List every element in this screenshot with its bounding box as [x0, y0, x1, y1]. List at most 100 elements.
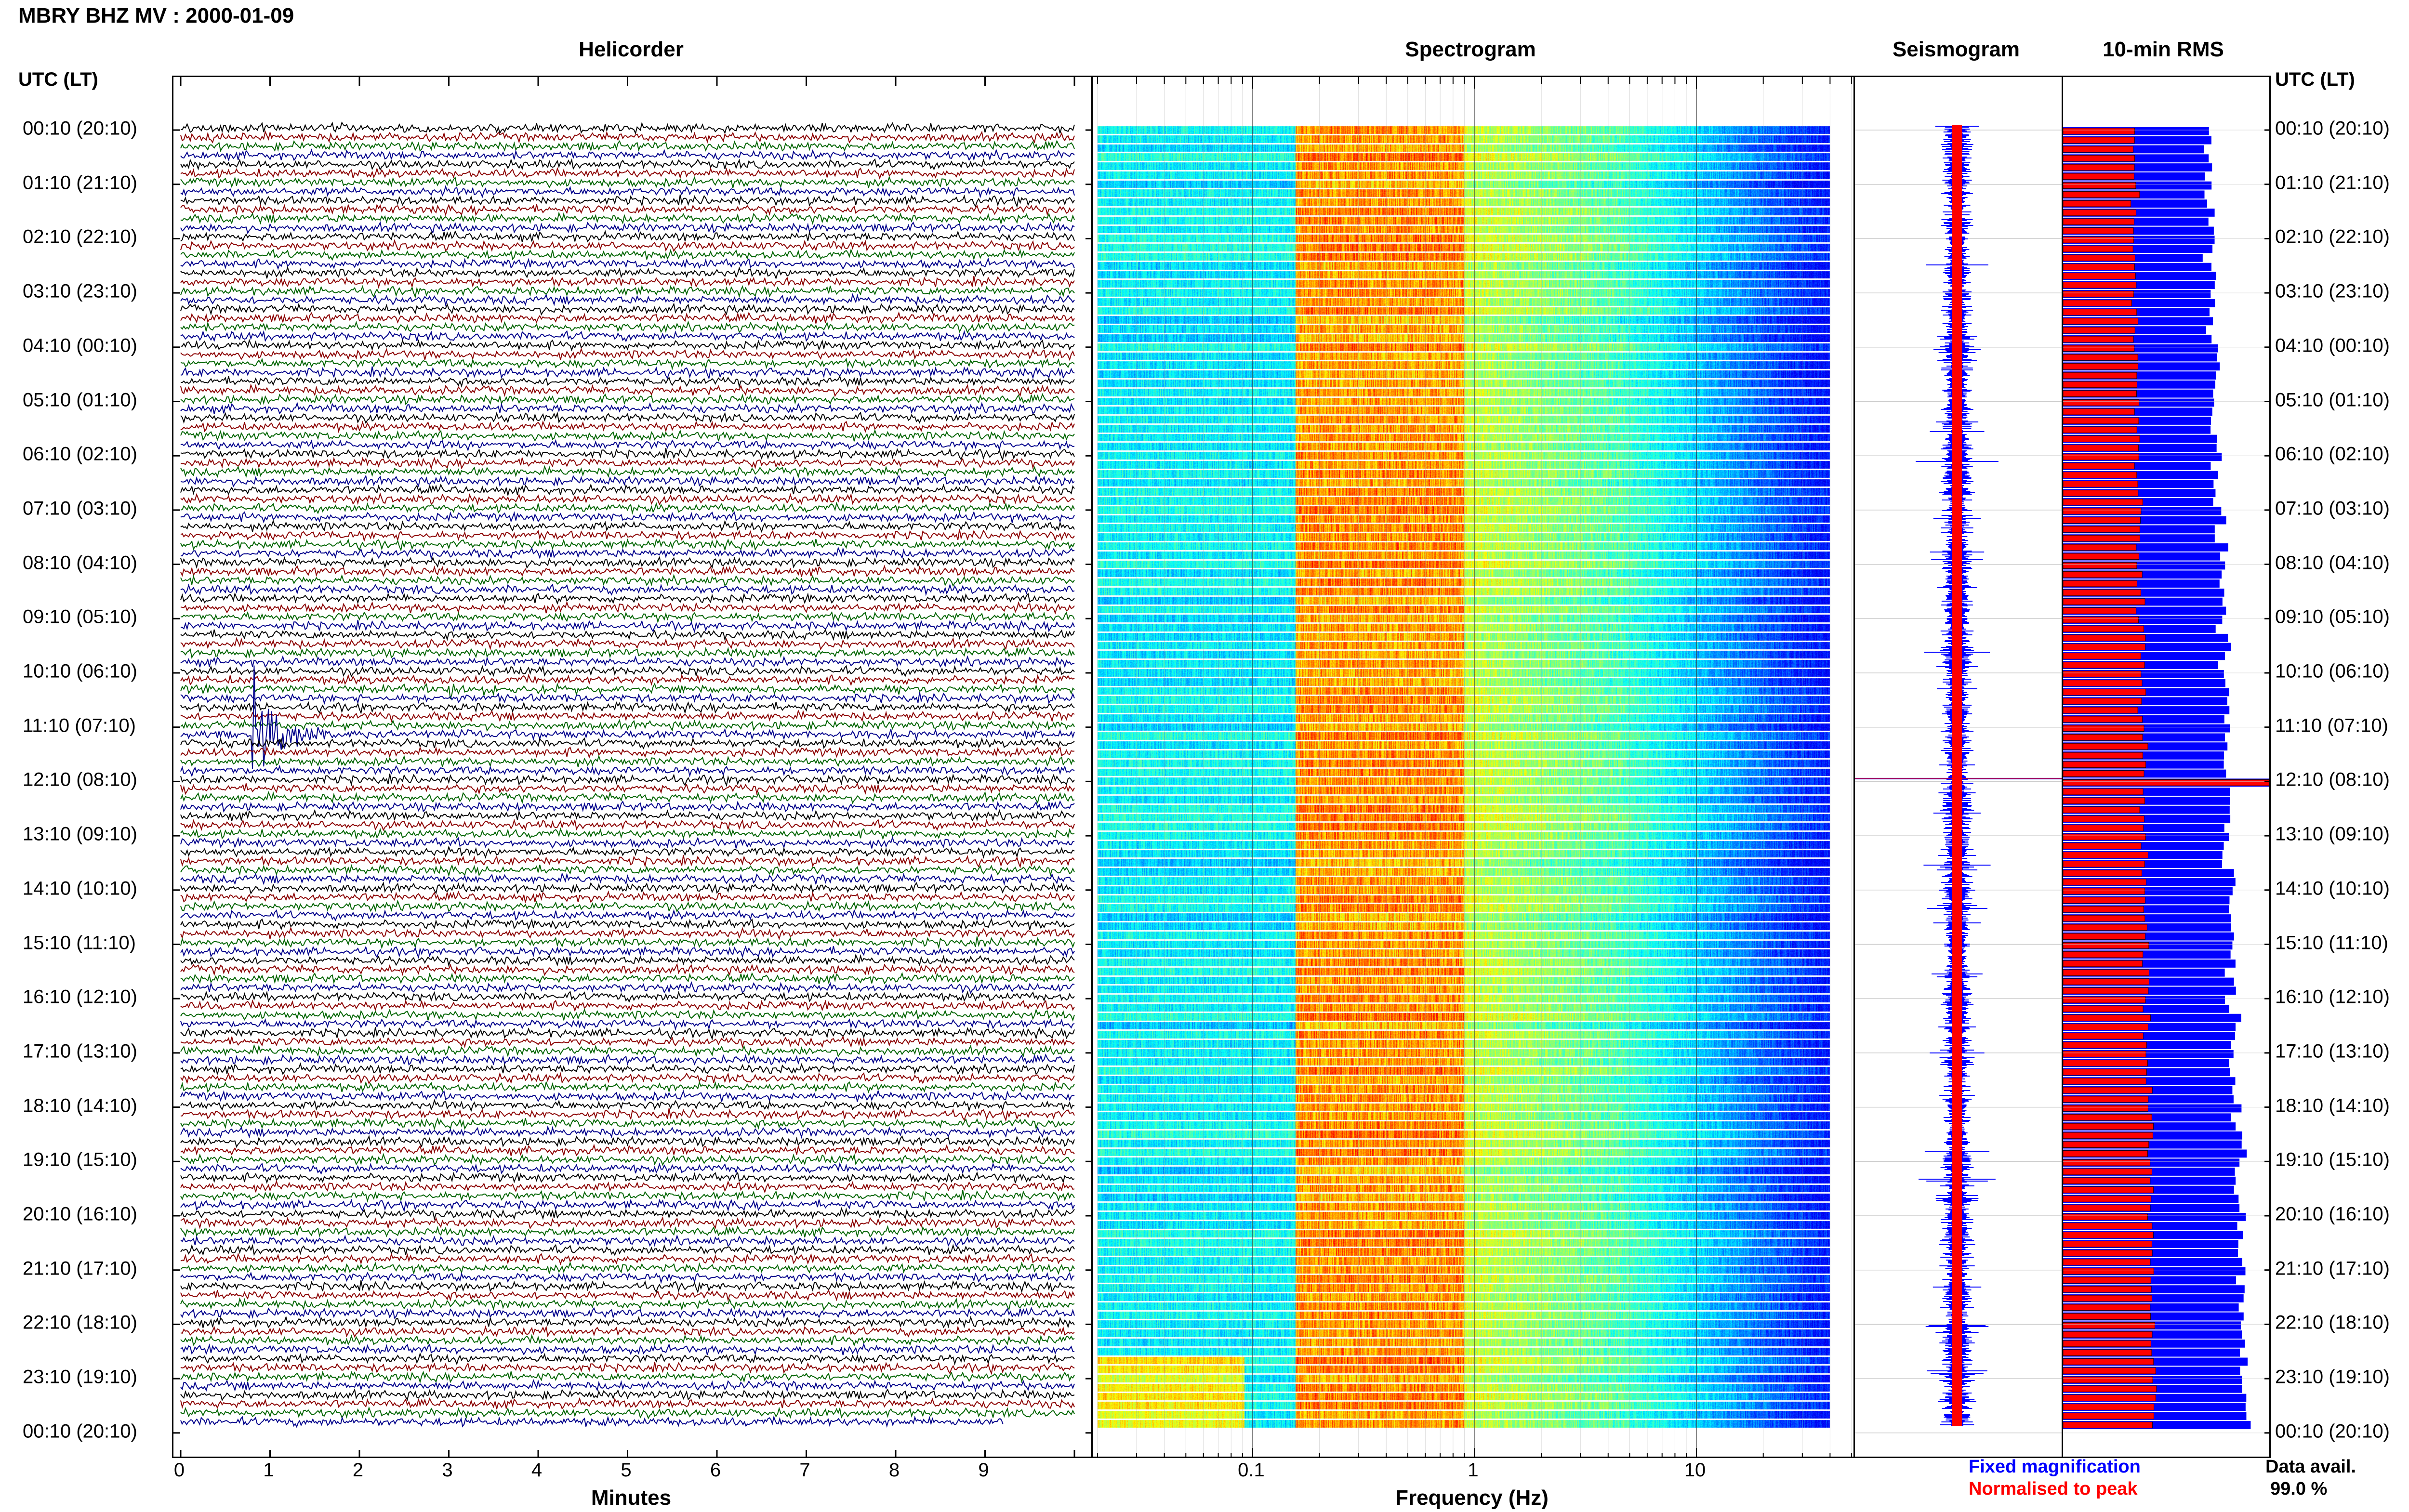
time-label: 03:10 (23:10) [23, 280, 137, 302]
rms-bar-normalised [2063, 1421, 2153, 1429]
helicorder-trace [180, 375, 1075, 388]
spectrogram-x-tick: 1 [1468, 1459, 1479, 1481]
rms-bar-normalised [2063, 1376, 2153, 1383]
helicorder-trace [180, 357, 1075, 370]
rms-bar-normalised [2063, 1367, 2156, 1374]
helicorder-trace [180, 1234, 1075, 1248]
rms-bar-normalised [2063, 236, 2134, 243]
rms-bar-normalised [2063, 281, 2137, 289]
time-label: 06:10 (02:10) [2275, 443, 2390, 465]
helicorder-trace [180, 447, 1075, 461]
time-label: 09:10 (05:10) [2275, 606, 2390, 628]
rms-bar-normalised [2063, 254, 2135, 262]
time-label: 12:10 (08:10) [2275, 769, 2390, 790]
rms-bar-normalised [2063, 372, 2137, 379]
rms-bar-normalised [2063, 1240, 2152, 1248]
time-label: 03:10 (23:10) [2275, 280, 2390, 302]
rms-bar-normalised [2063, 842, 2142, 850]
rms-bar-normalised [2063, 1005, 2144, 1012]
rms-bar-normalised [2063, 1069, 2147, 1076]
helicorder-trace [180, 574, 1075, 587]
helicorder-trace [180, 1361, 1075, 1375]
rms-panel [2062, 76, 2271, 1458]
helicorder-trace [180, 194, 1075, 208]
rms-bar-normalised [2063, 969, 2150, 976]
rms-bar-normalised [2063, 462, 2135, 470]
rms-bar-normalised [2063, 1060, 2148, 1066]
helicorder-trace [180, 818, 1075, 831]
helicorder-trace [180, 1162, 1075, 1175]
rms-bar-normalised [2063, 445, 2139, 451]
rms-bar-normalised [2063, 363, 2139, 370]
helicorder-trace [180, 926, 1075, 940]
helicorder-trace [180, 719, 1075, 732]
helicorder-x-tick: 1 [263, 1459, 274, 1481]
helicorder-trace [180, 1026, 1075, 1040]
rms-bar-normalised [2063, 869, 2142, 877]
rms-bar-normalised [2063, 318, 2139, 325]
time-label: 14:10 (10:10) [23, 878, 137, 899]
time-label: 22:10 (18:10) [2275, 1312, 2390, 1333]
rms-bar-normalised [2063, 1114, 2152, 1121]
helicorder-trace [180, 864, 1075, 877]
rms-bar-normalised [2063, 146, 2134, 153]
time-label: 05:10 (01:10) [2275, 389, 2390, 410]
left-axis-title: UTC (LT) [18, 69, 98, 90]
helicorder-trace [180, 546, 1075, 560]
seismogram-normalised-trace [1952, 125, 1962, 1426]
helicorder-trace [180, 855, 1075, 868]
rms-bar-normalised [2063, 345, 2135, 352]
helicorder-trace [180, 918, 1075, 931]
rms-bar-normalised [2063, 697, 2142, 705]
helicorder-trace [180, 1180, 1075, 1194]
helicorder-trace [180, 1018, 1075, 1031]
rms-bar-normalised [2063, 1141, 2149, 1148]
helicorder-trace [180, 1099, 1075, 1113]
rms-bar-normalised [2063, 426, 2137, 434]
time-label: 17:10 (13:10) [23, 1040, 137, 1062]
time-label: 00:10 (20:10) [23, 118, 137, 139]
rms-bar-normalised [2063, 915, 2145, 922]
rms-bar-normalised [2063, 653, 2141, 659]
data-avail-label: Data avail. [2265, 1457, 2356, 1477]
rms-bar-normalised [2063, 1295, 2152, 1302]
rms-bar-normalised [2063, 553, 2139, 560]
rms-bar-normalised [2063, 155, 2135, 162]
time-label: 00:10 (20:10) [2275, 118, 2390, 139]
rms-bar-normalised [2063, 1349, 2152, 1356]
helicorder-trace [180, 1307, 1075, 1319]
rms-bar-normalised [2063, 707, 2138, 714]
rms-bar-normalised [2063, 390, 2137, 397]
rms-bar-normalised [2063, 1259, 2151, 1266]
helicorder-trace [180, 872, 1075, 886]
rms-bar-normalised [2063, 300, 2132, 307]
helicorder-x-tick: 8 [888, 1459, 900, 1481]
rms-bar-normalised [2063, 924, 2147, 931]
helicorder-trace [180, 899, 1075, 913]
helicorder-trace [180, 1244, 1075, 1256]
rms-bar-normalised [2063, 852, 2148, 858]
helicorder-trace [180, 221, 1075, 235]
rms-bar-normalised [2063, 1168, 2152, 1175]
time-label: 18:10 (14:10) [2275, 1095, 2390, 1117]
rms-bar-normalised [2063, 607, 2137, 614]
helicorder-trace [180, 429, 1075, 442]
rms-bar-normalised [2063, 290, 2134, 298]
time-label: 04:10 (00:10) [2275, 335, 2390, 356]
helicorder-trace [180, 601, 1075, 615]
right-axis-title: UTC (LT) [2275, 69, 2355, 90]
helicorder-trace [180, 673, 1075, 686]
helicorder-trace [180, 1271, 1075, 1284]
time-label: 16:10 (12:10) [23, 986, 137, 1008]
helicorder-xlabel: Minutes [591, 1486, 672, 1510]
helicorder-trace [180, 230, 1075, 243]
rms-bar-normalised [2063, 1213, 2148, 1221]
helicorder-title: Helicorder [579, 38, 684, 61]
helicorder-trace [180, 211, 1075, 225]
rms-bar-normalised [2063, 481, 2138, 487]
rms-bar-normalised [2063, 734, 2143, 741]
helicorder-trace [180, 501, 1075, 515]
helicorder-trace [180, 330, 1075, 342]
helicorder-trace [180, 1108, 1075, 1122]
helicorder-x-tick: 0 [173, 1459, 185, 1481]
